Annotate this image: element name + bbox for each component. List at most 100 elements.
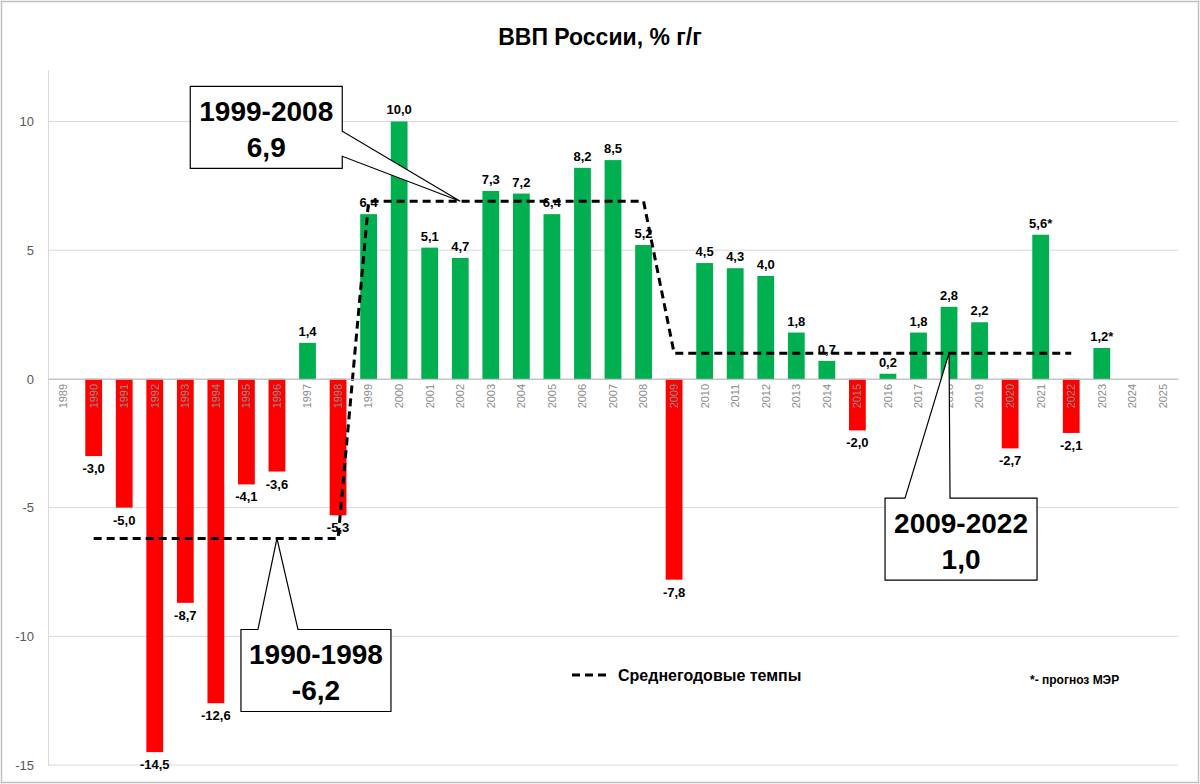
data-label: 1,8 [909,314,927,329]
frame [2,2,1199,783]
grid [48,121,1178,765]
y-tick-label: 0 [27,372,34,387]
x-tick: 2001 [424,379,436,408]
x-tick: 2000 [393,379,405,408]
x-tick: 2003 [485,379,497,408]
x-tick-label: 1993 [179,384,191,408]
data-label: 7,2 [512,175,530,190]
data-label: -5,3 [327,520,349,535]
data-label: 6,4 [360,195,379,210]
legend-item: Среднегодовые темпы [572,667,801,684]
x-tick: 1998 [332,379,344,408]
data-label: -2,1 [1060,438,1082,453]
x-tick-label: 2005 [546,384,558,408]
x-tick-label: 2006 [576,384,588,408]
x-tick-label: 2013 [790,384,802,408]
x-tick: 2014 [821,379,833,408]
x-tick: 2004 [515,379,527,408]
x-tick: 2008 [637,379,649,408]
data-label: -2,0 [846,435,868,450]
legend-swatch [572,674,610,677]
data-label: 5,6* [1029,216,1053,231]
data-label: -5,0 [113,513,135,528]
bar [146,379,163,752]
x-axis-line [49,379,1179,380]
legend-label: Среднегодовые темпы [618,667,801,684]
data-label: 1,2* [1090,329,1114,344]
chart: ВВП России, % г/г -15 -10 -5 0 5 10 1989 1990 199… [0,0,1200,784]
x-tick: 2022 [1065,379,1077,408]
bar [1032,235,1049,379]
x-tick: 2002 [454,379,466,408]
bar [880,374,897,379]
x-tick-label: 1992 [149,384,161,408]
x-axis: 1989199019911992199319941995199619971998… [49,379,1179,408]
callout-box [885,353,1037,580]
bar [421,248,438,379]
x-tick: 2020 [1004,379,1016,408]
plot-area [85,121,1110,752]
y-tick-label: 5 [27,243,34,258]
data-label: -2,7 [999,453,1021,468]
x-tick-label: 2004 [515,384,527,408]
x-tick: 2005 [546,379,558,408]
x-tick: 2013 [790,379,802,408]
x-tick-label: 2015 [851,384,863,408]
x-tick-label: 2012 [760,384,772,408]
x-tick-label: 2011 [729,384,741,408]
data-label: 10,0 [387,102,412,117]
bar [391,121,408,378]
x-tick: 1993 [179,379,191,408]
y-tick: -10 [15,629,48,644]
bar [818,361,835,379]
x-tick: 1989 [57,379,69,408]
y-tick: -5 [22,500,48,515]
x-tick: 2009 [668,379,680,408]
y-tick-label: -5 [22,500,34,515]
data-label: -7,8 [663,585,685,600]
y-tick-label: 10 [20,114,34,129]
x-tick-label: 2003 [485,384,497,408]
bar [482,191,499,379]
x-tick: 2015 [851,379,863,408]
bar [635,245,652,379]
bar [238,379,255,485]
callout-title: 1990-1998 [249,639,383,670]
x-tick-label: 2017 [912,384,924,408]
title: ВВП России, % г/г [498,24,702,50]
x-tick: 2024 [1126,379,1138,408]
x-tick: 2012 [760,379,772,408]
x-tick-label: 1996 [271,384,283,408]
x-tick-label: 2021 [1035,384,1047,408]
x-tick-label: 2020 [1004,384,1016,408]
x-tick-label: 2010 [698,384,710,408]
bar [513,194,530,379]
data-label: 2,8 [940,288,958,303]
x-tick-label: 2007 [607,384,619,408]
x-tick-label: 1995 [240,384,252,408]
x-tick-label: 2023 [1096,384,1108,408]
x-tick: 1995 [240,379,252,408]
bar [1063,379,1080,433]
data-label: -3,6 [266,477,288,492]
data-label: -4,1 [235,489,257,504]
x-tick: 2010 [698,379,710,408]
y-tick-label: -15 [15,758,34,773]
bar [727,268,744,379]
callout-box [241,538,391,711]
bar [330,379,347,515]
y-tick: 5 [27,243,48,258]
data-label: -8,7 [174,608,196,623]
bar [116,379,133,508]
x-tick-label: 2001 [424,384,436,408]
x-tick: 1990 [88,379,100,408]
data-label: 0,2 [879,355,897,370]
bar [177,379,194,603]
bar [452,258,469,379]
x-tick: 2011 [729,379,741,408]
y-axis: -15 -10 -5 0 5 10 [15,71,48,773]
x-tick-label: 2008 [637,384,649,408]
y-tick: 10 [20,114,48,129]
x-tick-label: 2022 [1065,384,1077,408]
callout-value: 6,9 [247,132,286,163]
